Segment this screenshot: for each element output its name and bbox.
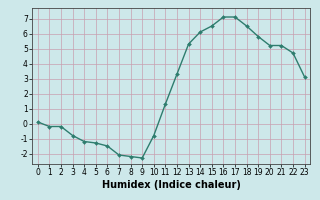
X-axis label: Humidex (Indice chaleur): Humidex (Indice chaleur) <box>102 180 241 190</box>
